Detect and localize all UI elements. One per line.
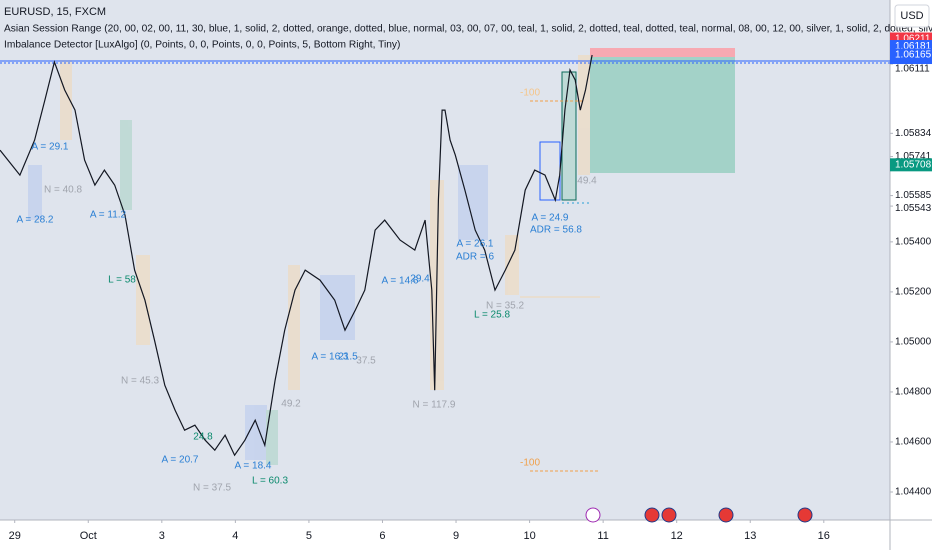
x-tick-label: 4 bbox=[232, 530, 238, 542]
annotation: ADR = 56.8 bbox=[530, 225, 582, 236]
annotation: N = 37.5 bbox=[193, 483, 232, 494]
annotation: A = 11.2 bbox=[90, 210, 127, 221]
x-tick-label: 11 bbox=[597, 530, 608, 542]
annotation: A = 18.4 bbox=[235, 461, 272, 472]
annotation: A = 14.6 bbox=[382, 276, 419, 287]
x-tick-label: 29 bbox=[9, 530, 21, 542]
range-box bbox=[561, 71, 577, 201]
price-tag bbox=[890, 158, 932, 172]
x-tick-label: 12 bbox=[671, 530, 683, 542]
event-icon[interactable] bbox=[661, 507, 677, 523]
price-tag-label: 1.05708 bbox=[895, 159, 932, 170]
session-boxes bbox=[28, 55, 590, 465]
y-tick-label: 1.04400 bbox=[895, 487, 932, 498]
annotation: L = 25.8 bbox=[474, 310, 510, 321]
annotation: A = 20.7 bbox=[162, 455, 199, 466]
x-tick-label: 3 bbox=[159, 530, 165, 542]
indicator-label: Imbalance Detector [LuxAlgo] (0, Points,… bbox=[4, 40, 400, 51]
annotation: A = 28.2 bbox=[17, 215, 54, 226]
y-tick-label: 1.05543 bbox=[895, 203, 932, 214]
event-icon[interactable] bbox=[797, 507, 813, 523]
annotation: L = 60.3 bbox=[252, 476, 288, 487]
event-icon[interactable] bbox=[644, 507, 660, 523]
annotation: 21.5 bbox=[338, 352, 358, 363]
y-tick-label: 1.05585 bbox=[895, 190, 932, 201]
session-box bbox=[120, 120, 132, 210]
annotation: A = 29.1 bbox=[32, 142, 69, 153]
position-target bbox=[590, 57, 735, 173]
y-tick-label: 1.05200 bbox=[895, 287, 932, 298]
x-tick-label: 10 bbox=[523, 530, 535, 542]
annotation: -100 bbox=[520, 458, 540, 469]
x-tick-label: 6 bbox=[379, 530, 385, 542]
price-tag-label: 1.06211 bbox=[895, 34, 931, 45]
annotation: L = 58 bbox=[108, 275, 136, 286]
annotation: 37.5 bbox=[356, 356, 376, 367]
x-tick-label: 9 bbox=[453, 530, 459, 542]
x-tick-label: 13 bbox=[744, 530, 756, 542]
plot-bg bbox=[0, 0, 890, 520]
annotation: A = 26.1 bbox=[457, 239, 494, 250]
annotation: -100 bbox=[520, 88, 540, 99]
annotation: N = 45.3 bbox=[121, 376, 160, 387]
annotation: A = 16.3 bbox=[312, 352, 349, 363]
y-tick-label: 1.05741 bbox=[895, 151, 932, 162]
annotation: N = 117.9 bbox=[413, 400, 456, 411]
session-box bbox=[458, 165, 488, 240]
symbol-title: EURUSD, 15, FXCM bbox=[4, 6, 106, 18]
annotation: 49.2 bbox=[281, 399, 301, 410]
x-tick-label: Oct bbox=[80, 530, 97, 542]
price-tag bbox=[890, 48, 932, 62]
session-box bbox=[28, 165, 42, 220]
annotations: A = 29.1 N = 40.8 A = 28.2 A = 11.2 L = 58 N … bbox=[17, 88, 598, 494]
currency-label[interactable]: USD bbox=[900, 10, 923, 22]
time-axis-bg bbox=[0, 520, 890, 550]
annotation: 29.4 bbox=[410, 274, 430, 285]
event-icons bbox=[585, 507, 813, 523]
y-tick-label: 1.05400 bbox=[895, 237, 932, 248]
annotation: N = 35.2 bbox=[486, 301, 525, 312]
session-box bbox=[245, 405, 267, 460]
position-stop bbox=[590, 48, 735, 57]
annotation: A = 24.9 bbox=[532, 213, 569, 224]
indicator-label: Asian Session Range (20, 00, 02, 00, 11,… bbox=[4, 24, 932, 35]
y-tick-label: 1.06111 bbox=[895, 64, 930, 75]
currency-button[interactable] bbox=[894, 4, 930, 28]
session-box bbox=[136, 255, 150, 345]
marks bbox=[0, 54, 593, 457]
x-tick-label: 16 bbox=[818, 530, 830, 542]
annotation: N = 40.8 bbox=[44, 185, 83, 196]
price-line bbox=[0, 54, 593, 457]
annotation: ADR = 6 bbox=[456, 252, 495, 263]
event-icon[interactable] bbox=[585, 507, 601, 523]
annotation: 24.8 bbox=[193, 432, 213, 443]
price-tag-label: 1.06165 bbox=[895, 50, 932, 61]
annotation: 49.4 bbox=[577, 176, 597, 187]
session-box bbox=[60, 60, 72, 140]
y-tick-label: 1.04600 bbox=[895, 437, 932, 448]
x-tick-label: 5 bbox=[306, 530, 312, 542]
session-box bbox=[266, 410, 278, 465]
y-tick-label: 1.05000 bbox=[895, 337, 932, 348]
y-tick-label: 1.04800 bbox=[895, 387, 932, 398]
price-tag-label: 1.06181 bbox=[895, 41, 932, 52]
y-tick-label: 1.05834 bbox=[895, 128, 932, 139]
event-icon[interactable] bbox=[718, 507, 734, 523]
session-box bbox=[288, 265, 300, 390]
price-axis-bg bbox=[890, 0, 932, 550]
